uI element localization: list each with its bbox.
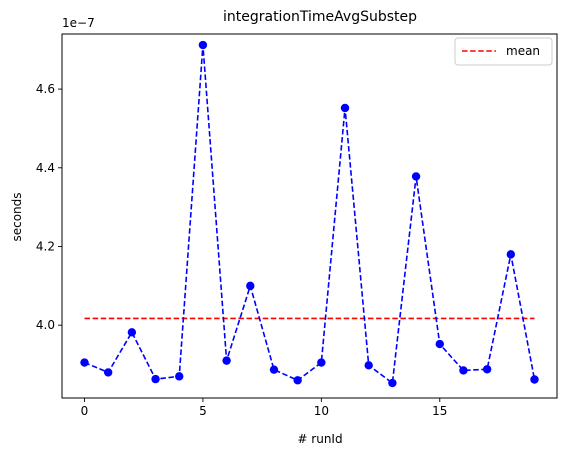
y-tick-label: 4.0 bbox=[36, 318, 55, 332]
plot-frame bbox=[61, 33, 558, 399]
data-point bbox=[506, 250, 516, 259]
data-point bbox=[198, 40, 208, 50]
data-point bbox=[435, 339, 444, 349]
y-tick-label: 4.6 bbox=[36, 82, 55, 96]
legend-label-mean: mean bbox=[506, 44, 540, 58]
y-axis-label: seconds bbox=[10, 192, 24, 241]
y-axis-ticks: 4.0 4.2 4.4 4.6 bbox=[36, 82, 62, 332]
data-point bbox=[103, 368, 113, 377]
y-offset-text: 1e−7 bbox=[62, 16, 95, 30]
data-point bbox=[340, 103, 350, 113]
chart-title: integrationTimeAvgSubstep bbox=[223, 9, 417, 25]
y-tick-label: 4.2 bbox=[36, 239, 55, 253]
y-tick-label: 4.4 bbox=[36, 161, 55, 175]
x-axis-label: # runId bbox=[297, 432, 342, 446]
x-tick-label: 10 bbox=[314, 404, 329, 418]
x-tick-label: 0 bbox=[81, 404, 89, 418]
x-axis-ticks: 0 5 10 15 bbox=[81, 398, 447, 418]
series-line bbox=[84, 44, 536, 385]
x-tick-label: 15 bbox=[432, 404, 447, 418]
data-point bbox=[459, 366, 468, 375]
data-point bbox=[127, 328, 137, 337]
data-point bbox=[293, 376, 302, 385]
plot-layer bbox=[80, 40, 539, 388]
data-point bbox=[530, 375, 539, 384]
data-point bbox=[482, 365, 492, 374]
legend: mean bbox=[454, 37, 553, 66]
data-point bbox=[80, 358, 89, 367]
data-point bbox=[151, 374, 160, 384]
data-point bbox=[388, 378, 397, 388]
x-tick-label: 5 bbox=[199, 404, 207, 418]
data-point bbox=[246, 281, 255, 291]
data-point bbox=[175, 372, 184, 381]
legend-box bbox=[454, 37, 553, 66]
data-point bbox=[222, 356, 231, 365]
data-point bbox=[317, 358, 326, 367]
data-point bbox=[411, 172, 421, 181]
data-point bbox=[269, 365, 279, 374]
data-point bbox=[364, 361, 373, 370]
